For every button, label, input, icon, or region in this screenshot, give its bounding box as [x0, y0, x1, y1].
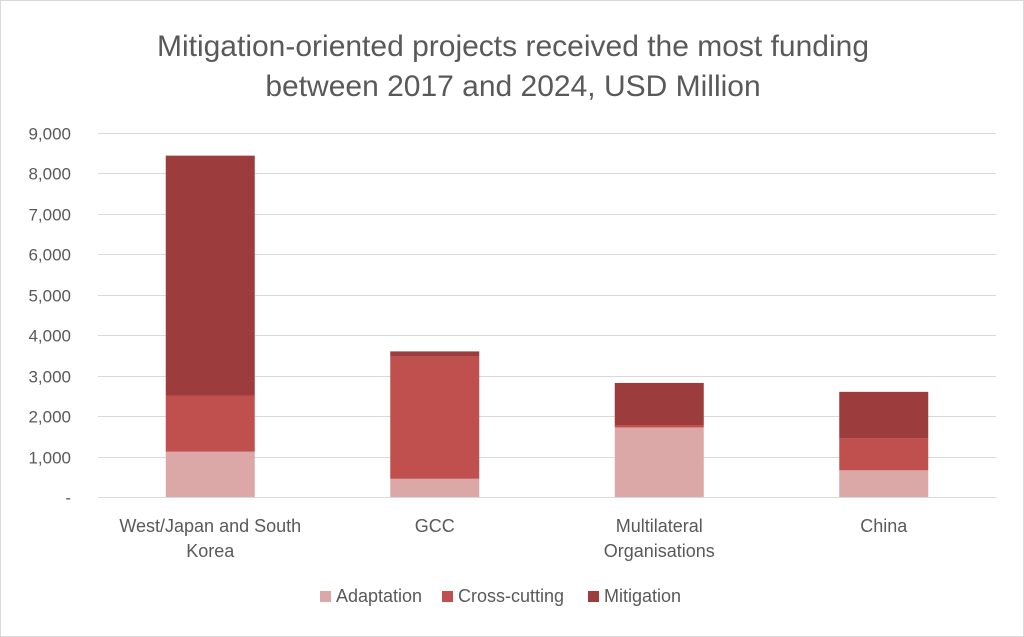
legend-label-cross-cutting: Cross-cutting	[458, 586, 564, 606]
legend-label-mitigation: Mitigation	[604, 586, 681, 606]
y-tick-label: -	[65, 489, 71, 508]
legend-swatch-adaptation	[320, 591, 331, 602]
y-tick-label: 5,000	[28, 287, 71, 306]
y-tick-label: 6,000	[28, 246, 71, 265]
y-tick-label: 3,000	[28, 368, 71, 387]
y-tick-label: 4,000	[28, 327, 71, 346]
x-category-label: West/Japan and South Korea	[119, 516, 301, 561]
bar-mitigation	[614, 382, 704, 426]
y-tick-label: 9,000	[28, 125, 71, 144]
y-tick-label: 7,000	[28, 206, 71, 225]
bar-cross-cutting	[390, 356, 480, 479]
bar-mitigation	[165, 155, 255, 396]
legend-swatch-cross-cutting	[442, 591, 453, 602]
bar-cross-cutting	[839, 438, 929, 471]
legend-swatch-mitigation	[588, 591, 599, 602]
x-axis-categories: West/Japan and South Korea GCC Multilateral…	[119, 516, 908, 561]
chart-title: Mitigation-oriented projects received th…	[156, 30, 870, 103]
y-tick-label: 1,000	[28, 449, 71, 468]
bar-adaptation	[165, 451, 255, 497]
y-axis-ticks: - 1,000 2,000 3,000 4,000 5,000 6,000 7,000 8,00…	[28, 125, 71, 508]
y-tick-label: 2,000	[28, 408, 71, 427]
bar-cross-cutting	[614, 425, 704, 428]
x-category-label: GCC	[415, 516, 455, 536]
legend: Adaptation Cross-cutting Mitigation	[320, 586, 681, 606]
bar-cross-cutting	[165, 395, 255, 452]
y-tick-label: 8,000	[28, 165, 71, 184]
x-category-label: Multilateral Organisations	[604, 516, 715, 561]
bar-adaptation	[390, 478, 480, 497]
bars	[165, 155, 929, 497]
bar-adaptation	[614, 427, 704, 497]
legend-label-adaptation: Adaptation	[336, 586, 422, 606]
x-category-label: China	[860, 516, 908, 536]
bar-mitigation	[390, 351, 480, 357]
bar-mitigation	[839, 391, 929, 439]
bar-adaptation	[839, 470, 929, 497]
